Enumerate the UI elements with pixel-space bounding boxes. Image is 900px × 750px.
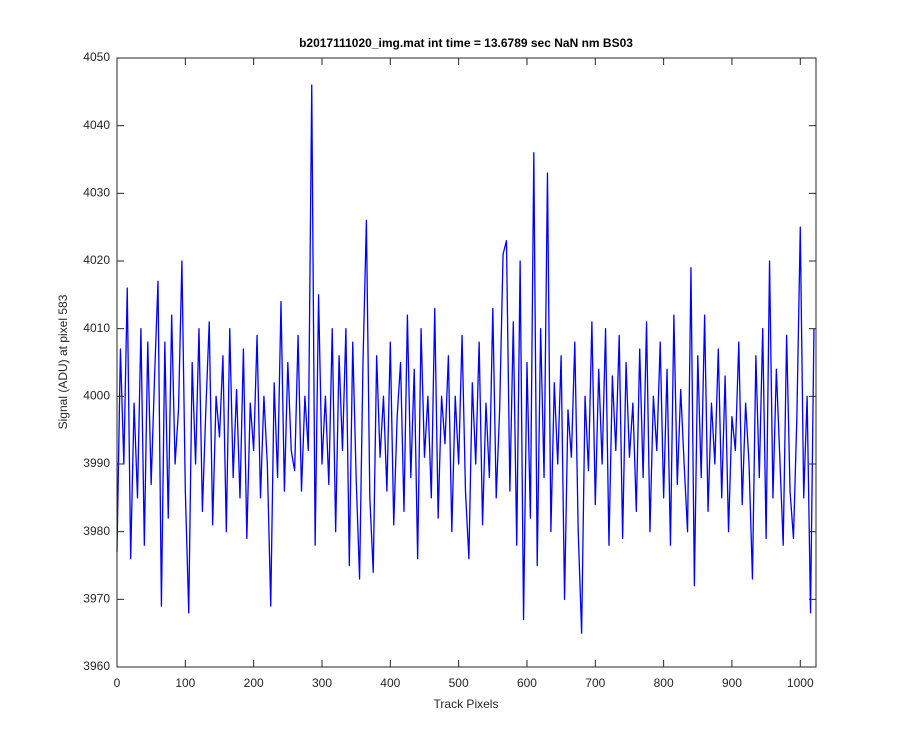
y-tick-label: 4040 bbox=[83, 118, 110, 132]
x-tick-label: 600 bbox=[517, 676, 537, 690]
x-tick-label: 900 bbox=[722, 676, 742, 690]
x-tick-label: 200 bbox=[244, 676, 264, 690]
x-tick-label: 400 bbox=[380, 676, 400, 690]
y-tick-label: 4020 bbox=[83, 253, 110, 267]
y-axis-label: Signal (ADU) at pixel 583 bbox=[56, 294, 70, 429]
y-tick-label: 4010 bbox=[83, 321, 110, 335]
x-axis-label: Track Pixels bbox=[434, 697, 499, 711]
y-tick-label: 3990 bbox=[83, 456, 110, 470]
x-tick-label: 100 bbox=[175, 676, 195, 690]
x-tick-label: 700 bbox=[585, 676, 605, 690]
y-tick-label: 4030 bbox=[83, 186, 110, 200]
plot-frame bbox=[116, 57, 817, 668]
y-tick-label: 3960 bbox=[83, 659, 110, 673]
y-tick-label: 3980 bbox=[83, 524, 110, 538]
x-tick-label: 800 bbox=[654, 676, 674, 690]
chart-title: b2017111020_img.mat int time = 13.6789 s… bbox=[299, 36, 633, 50]
y-tick-label: 4050 bbox=[83, 50, 110, 64]
y-tick-label: 4000 bbox=[83, 389, 110, 403]
x-tick-label: 0 bbox=[114, 676, 121, 690]
x-tick-label: 1000 bbox=[787, 676, 814, 690]
data-line bbox=[116, 84, 815, 634]
x-tick-label: 500 bbox=[449, 676, 469, 690]
y-tick-label: 3970 bbox=[83, 592, 110, 606]
x-tick-label: 300 bbox=[312, 676, 332, 690]
